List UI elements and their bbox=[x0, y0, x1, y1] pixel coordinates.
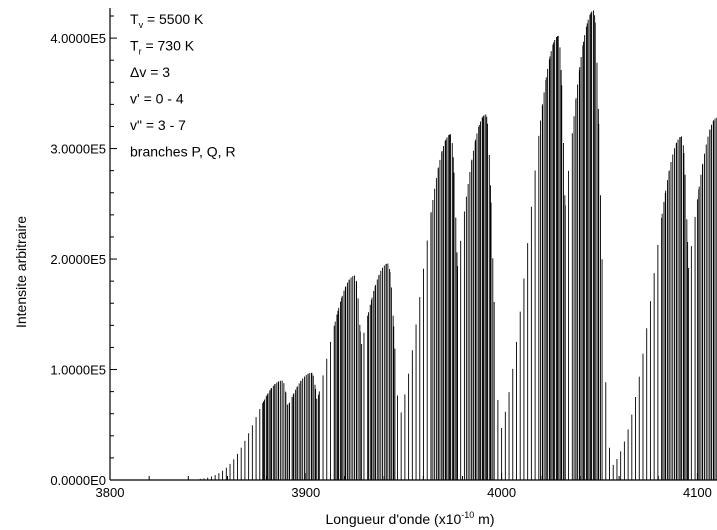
y-tick-label: 2.0000E5 bbox=[50, 252, 106, 267]
annotation-line: v" = 3 - 7 bbox=[130, 117, 186, 133]
x-axis-title: Longueur d'onde (x10-10 m) bbox=[325, 510, 494, 527]
x-axis-title-unit: m) bbox=[474, 511, 494, 527]
x-ticks: 3800 3900 4000 4100 bbox=[96, 473, 712, 500]
x-tick-label: 3900 bbox=[291, 485, 320, 500]
annotation-block: Tv = 5500 K Tr = 730 K Δv = 3 v' = 0 - 4 v" … bbox=[130, 11, 236, 160]
y-tick-label: 3.0000E5 bbox=[50, 142, 106, 157]
x-tick-label: 4000 bbox=[487, 485, 516, 500]
y-ticks: 0.0000E0 1.0000E5 2.0000E5 3.0000E5 4.0000E5 bbox=[50, 15, 117, 488]
annotation-line: Δv = 3 bbox=[130, 64, 170, 80]
y-tick-label: 0.0000E0 bbox=[50, 473, 106, 488]
x-tick-label: 4100 bbox=[683, 485, 712, 500]
y-tick-label: 4.0000E5 bbox=[50, 31, 106, 46]
annotation-line: Tr = 730 K bbox=[130, 38, 195, 57]
x-axis-title-main: Longueur d'onde (x10 bbox=[325, 511, 461, 527]
spectral-lines bbox=[199, 10, 717, 480]
x-tick-label: 3800 bbox=[96, 485, 125, 500]
y-axis-title: Intensite arbitraire bbox=[13, 216, 29, 328]
annotation-line: v' = 0 - 4 bbox=[130, 91, 184, 107]
annotation-line: branches P, Q, R bbox=[130, 144, 236, 160]
annotation-line: Tv = 5500 K bbox=[130, 11, 204, 30]
x-axis-title-exp: -10 bbox=[461, 510, 474, 520]
y-tick-label: 1.0000E5 bbox=[50, 363, 106, 378]
